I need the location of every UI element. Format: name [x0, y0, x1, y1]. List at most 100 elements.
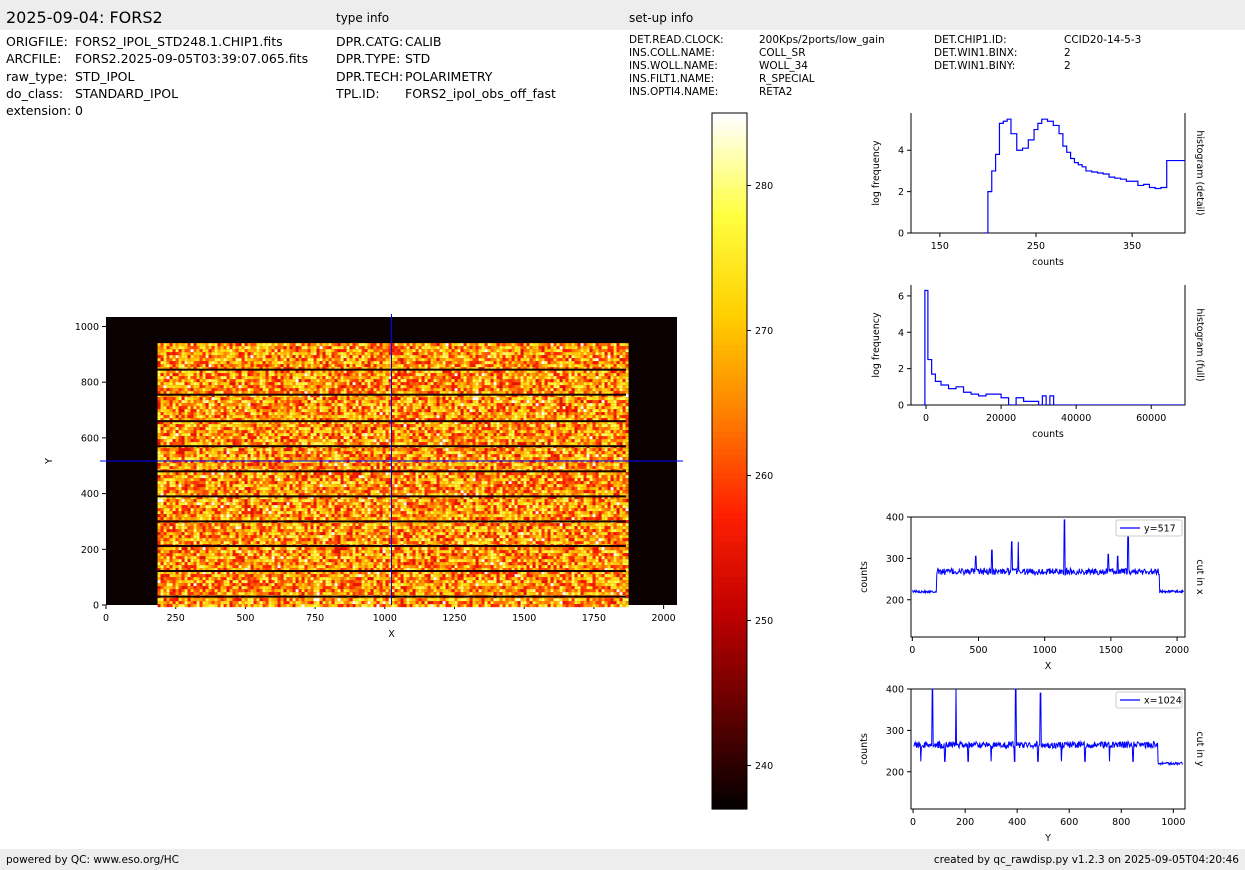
pixel: [223, 373, 227, 377]
pixel: [244, 361, 248, 365]
pixel: [334, 412, 338, 416]
pixel: [211, 391, 215, 395]
pixel: [424, 421, 428, 425]
pixel: [565, 433, 569, 437]
pixel: [265, 388, 269, 392]
pixel: [625, 364, 629, 368]
pixel: [310, 355, 314, 359]
pixel: [376, 358, 380, 362]
pixel: [376, 376, 380, 380]
pixel: [280, 397, 284, 401]
pixel: [574, 409, 578, 413]
pixel: [214, 385, 218, 389]
pixel: [553, 373, 557, 377]
pixel: [259, 430, 263, 434]
pixel: [610, 433, 614, 437]
pixel: [496, 346, 500, 350]
pixel: [442, 352, 446, 356]
pixel: [565, 364, 569, 368]
pixel: [625, 418, 629, 422]
pixel: [337, 376, 341, 380]
pixel: [184, 352, 188, 356]
pixel: [610, 427, 614, 431]
pixel: [313, 388, 317, 392]
pixel: [334, 379, 338, 383]
pixel: [181, 355, 185, 359]
pixel: [247, 388, 251, 392]
pixel: [364, 346, 368, 350]
pixel: [178, 349, 182, 353]
pixel: [499, 382, 503, 386]
pixel: [232, 418, 236, 422]
pixel: [385, 376, 389, 380]
pixel: [487, 343, 491, 347]
pixel: [190, 403, 194, 407]
pixel: [319, 349, 323, 353]
pixel: [427, 385, 431, 389]
pixel: [586, 364, 590, 368]
pixel: [616, 388, 620, 392]
pixel: [568, 385, 572, 389]
pixel: [325, 349, 329, 353]
pixel: [565, 349, 569, 353]
pixel: [472, 418, 476, 422]
pixel: [460, 424, 464, 428]
pixel: [328, 361, 332, 365]
pixel: [454, 403, 458, 407]
pixel: [565, 343, 569, 347]
pixel: [601, 400, 605, 404]
pixel: [262, 391, 266, 395]
pixel: [166, 412, 170, 416]
pixel: [400, 388, 404, 392]
pixel: [580, 415, 584, 419]
pixel: [190, 430, 194, 434]
pixel: [427, 352, 431, 356]
pixel: [202, 388, 206, 392]
pixel: [601, 415, 605, 419]
pixel: [193, 421, 197, 425]
pixel: [511, 382, 515, 386]
pixel: [241, 433, 245, 437]
file-info-value: FORS2.2025-09-05T03:39:07.065.fits: [75, 51, 309, 66]
pixel: [382, 397, 386, 401]
pixel: [184, 424, 188, 428]
pixel: [226, 379, 230, 383]
pixel: [367, 409, 371, 413]
pixel: [505, 418, 509, 422]
pixel: [298, 418, 302, 422]
pixel: [565, 382, 569, 386]
pixel: [484, 427, 488, 431]
pixel: [355, 382, 359, 386]
pixel: [301, 388, 305, 392]
pixel: [484, 424, 488, 428]
pixel: [424, 358, 428, 362]
pixel: [259, 397, 263, 401]
pixel: [475, 430, 479, 434]
pixel: [604, 379, 608, 383]
pixel: [364, 421, 368, 425]
pixel: [430, 346, 434, 350]
pixel: [343, 379, 347, 383]
pixel: [607, 343, 611, 347]
pixel: [427, 409, 431, 413]
pixel: [328, 370, 332, 374]
pixel: [424, 346, 428, 350]
pixel: [169, 391, 173, 395]
pixel: [457, 379, 461, 383]
file-info-value: 0: [75, 103, 83, 118]
pixel: [526, 391, 530, 395]
pixel: [550, 397, 554, 401]
pixel: [520, 388, 524, 392]
pixel: [622, 433, 626, 437]
pixel: [325, 430, 329, 434]
pixel: [229, 421, 233, 425]
pixel: [394, 403, 398, 407]
pixel: [430, 403, 434, 407]
pixel: [331, 412, 335, 416]
pixel: [265, 352, 269, 356]
pixel: [217, 379, 221, 383]
pixel: [589, 403, 593, 407]
pixel: [538, 355, 542, 359]
pixel: [559, 376, 563, 380]
pixel: [229, 346, 233, 350]
